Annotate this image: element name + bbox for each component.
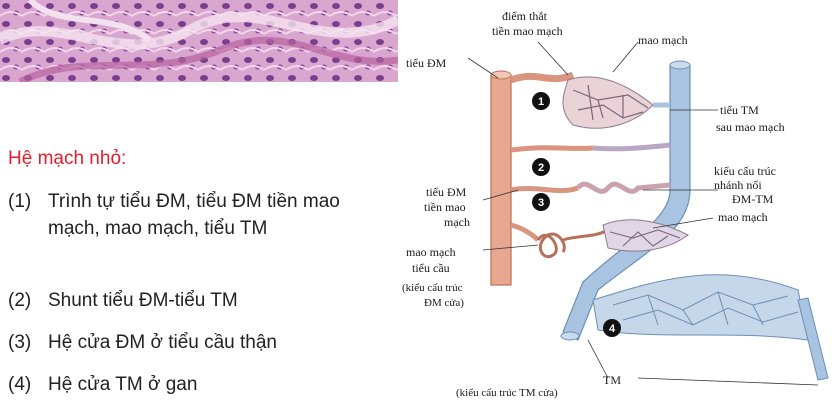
item-number: (1) (8, 191, 32, 212)
label-nhanh-noi: nhánh nối (714, 178, 762, 192)
label-diem-that: điểm thắt (502, 9, 548, 23)
label-mao-mach-tc: mao mạch (406, 245, 456, 259)
item-text: Shunt tiểu ĐM-tiểu TM (48, 290, 238, 311)
item-number: (2) (8, 290, 32, 311)
arteriole-vessel (490, 74, 512, 286)
label-tieu-dm: tiểu ĐM (406, 56, 447, 70)
venule-vessel (562, 64, 691, 341)
marker-2: 2 (532, 158, 550, 176)
label-tien-mao: tiền mao (424, 200, 466, 214)
svg-text:1: 1 (538, 96, 544, 108)
label-tieu-dm-2: tiểu ĐM (426, 185, 467, 199)
histology-image (0, 0, 398, 82)
svg-text:2: 2 (538, 162, 544, 174)
label-sau-mao-mach: sau mao mạch (716, 120, 785, 134)
label-mach: mạch (444, 215, 470, 229)
label-kieu-cau-truc: kiểu cấu trúc (714, 164, 776, 178)
svg-text:4: 4 (609, 323, 616, 335)
item-text: Hệ cửa TM ở gan (48, 374, 198, 395)
item-number: (3) (8, 332, 32, 353)
label-tieu-cau: tiểu cầu (412, 261, 450, 275)
label-tm: TM (603, 373, 621, 387)
list-item: (3) Hệ cửa ĐM ở tiểu cầu thận (8, 329, 378, 356)
item-text: Trình tự tiểu ĐM, tiểu ĐM tiền mao mạch,… (48, 191, 340, 239)
label-tm-cua: (kiểu cấu trúc TM cửa) (456, 387, 558, 399)
marker-1: 1 (532, 92, 550, 110)
label-tien-mao-mach: tiền mao mạch (492, 24, 563, 38)
list-item: (2) Shunt tiểu ĐM-tiểu TM (8, 287, 378, 314)
item-number: (4) (8, 374, 32, 395)
label-mao-mach-top: mao mạch (638, 33, 688, 47)
label-dm-cua: ĐM cửa) (424, 297, 464, 309)
label-kieu-cau-truc-2: (kiểu cấu trúc (402, 282, 463, 294)
svg-text:3: 3 (538, 197, 544, 209)
section-title: Hệ mạch nhỏ: (8, 148, 127, 169)
microcirculation-diagram: 1 2 3 4 điểm thắt tiền mao mạch mao mạch… (398, 0, 835, 405)
marker-4: 4 (603, 319, 621, 337)
list-item: (4) Hệ cửa TM ở gan (8, 371, 378, 398)
label-tieu-tm: tiểu TM (720, 103, 759, 117)
label-dm-tm: ĐM-TM (732, 192, 774, 206)
item-text: Hệ cửa ĐM ở tiểu cầu thận (48, 332, 278, 353)
list-item: (1) Trình tự tiểu ĐM, tiểu ĐM tiền mao mạ… (8, 188, 378, 242)
marker-3: 3 (532, 193, 550, 211)
label-mao-mach-mid: mao mạch (718, 210, 768, 224)
